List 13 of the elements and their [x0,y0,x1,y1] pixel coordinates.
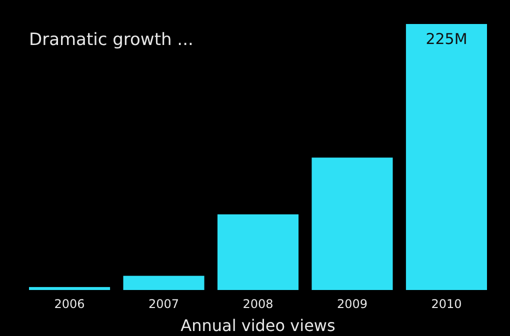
x-tick-label: 2010 [431,297,462,311]
x-tick-label: 2009 [336,297,368,311]
data-label: 225M [426,30,468,48]
x-tick-label: 2007 [148,297,180,311]
x-tick-label: 2006 [54,297,85,311]
bar [217,214,299,290]
bar [123,276,204,290]
chart-title: Dramatic growth ... [29,30,194,50]
bar [406,24,487,290]
x-axis-title: Annual video views [180,316,336,335]
bar [29,287,110,290]
bar [312,158,393,290]
x-tick-label: 2008 [242,297,274,311]
